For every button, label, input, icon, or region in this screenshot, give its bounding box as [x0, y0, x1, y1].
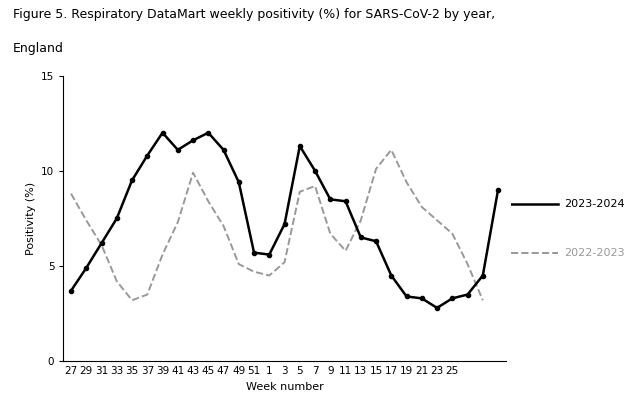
2022-2023 — [220, 223, 228, 228]
2023-2024 — [372, 239, 380, 244]
2022-2023 — [433, 218, 441, 223]
2022-2023 — [67, 191, 75, 196]
2023-2024 — [433, 305, 441, 310]
Text: England: England — [13, 42, 63, 55]
2023-2024 — [98, 241, 105, 246]
2022-2023 — [113, 279, 120, 284]
2022-2023 — [463, 262, 471, 267]
Line: 2022-2023: 2022-2023 — [71, 150, 483, 300]
2022-2023 — [448, 231, 456, 236]
2022-2023 — [372, 166, 380, 171]
2023-2024 — [143, 153, 151, 158]
Y-axis label: Positivity (%): Positivity (%) — [25, 182, 36, 255]
2023-2024 — [67, 288, 75, 293]
2023-2024 — [296, 144, 304, 149]
Text: Figure 5. Respiratory DataMart weekly positivity (%) for SARS-CoV-2 by year,: Figure 5. Respiratory DataMart weekly po… — [13, 8, 495, 21]
2023-2024 — [403, 294, 410, 299]
2022-2023 — [387, 147, 395, 152]
2022-2023 — [235, 262, 243, 267]
2023-2024 — [387, 273, 395, 278]
2022-2023 — [418, 205, 425, 210]
2022-2023 — [296, 189, 304, 194]
2023-2024 — [311, 168, 319, 173]
2022-2023 — [357, 218, 365, 223]
2022-2023 — [189, 170, 197, 175]
2023-2024 — [327, 197, 334, 202]
2023-2024 — [158, 130, 166, 135]
2023-2024 — [342, 199, 349, 204]
2023-2024 — [174, 147, 181, 152]
2022-2023 — [128, 298, 136, 303]
2023-2024 — [113, 216, 120, 221]
X-axis label: Week number: Week number — [245, 382, 323, 391]
2023-2024 — [189, 138, 197, 143]
2022-2023 — [158, 252, 166, 257]
2022-2023 — [82, 218, 90, 223]
2022-2023 — [281, 260, 288, 265]
2022-2023 — [205, 199, 212, 204]
2022-2023 — [327, 231, 334, 236]
2022-2023 — [342, 248, 349, 253]
2023-2024 — [235, 180, 243, 185]
2023-2024 — [281, 222, 288, 227]
2023-2024 — [82, 265, 90, 270]
Text: 2022-2023: 2022-2023 — [564, 248, 624, 258]
2022-2023 — [266, 273, 273, 278]
2022-2023 — [98, 242, 105, 247]
2022-2023 — [479, 298, 487, 303]
2022-2023 — [174, 220, 181, 225]
2023-2024 — [250, 250, 258, 255]
2023-2024 — [448, 296, 456, 301]
2022-2023 — [250, 269, 258, 274]
2023-2024 — [495, 187, 502, 192]
2023-2024 — [220, 147, 228, 152]
2022-2023 — [403, 180, 410, 185]
Text: 2023-2024: 2023-2024 — [564, 199, 624, 209]
2023-2024 — [479, 273, 487, 278]
Line: 2023-2024: 2023-2024 — [69, 131, 500, 310]
2023-2024 — [128, 178, 136, 183]
2023-2024 — [418, 296, 425, 301]
2023-2024 — [357, 235, 365, 240]
2023-2024 — [463, 292, 471, 297]
2023-2024 — [205, 130, 212, 135]
2022-2023 — [143, 292, 151, 297]
2023-2024 — [266, 252, 273, 257]
2022-2023 — [311, 184, 319, 189]
